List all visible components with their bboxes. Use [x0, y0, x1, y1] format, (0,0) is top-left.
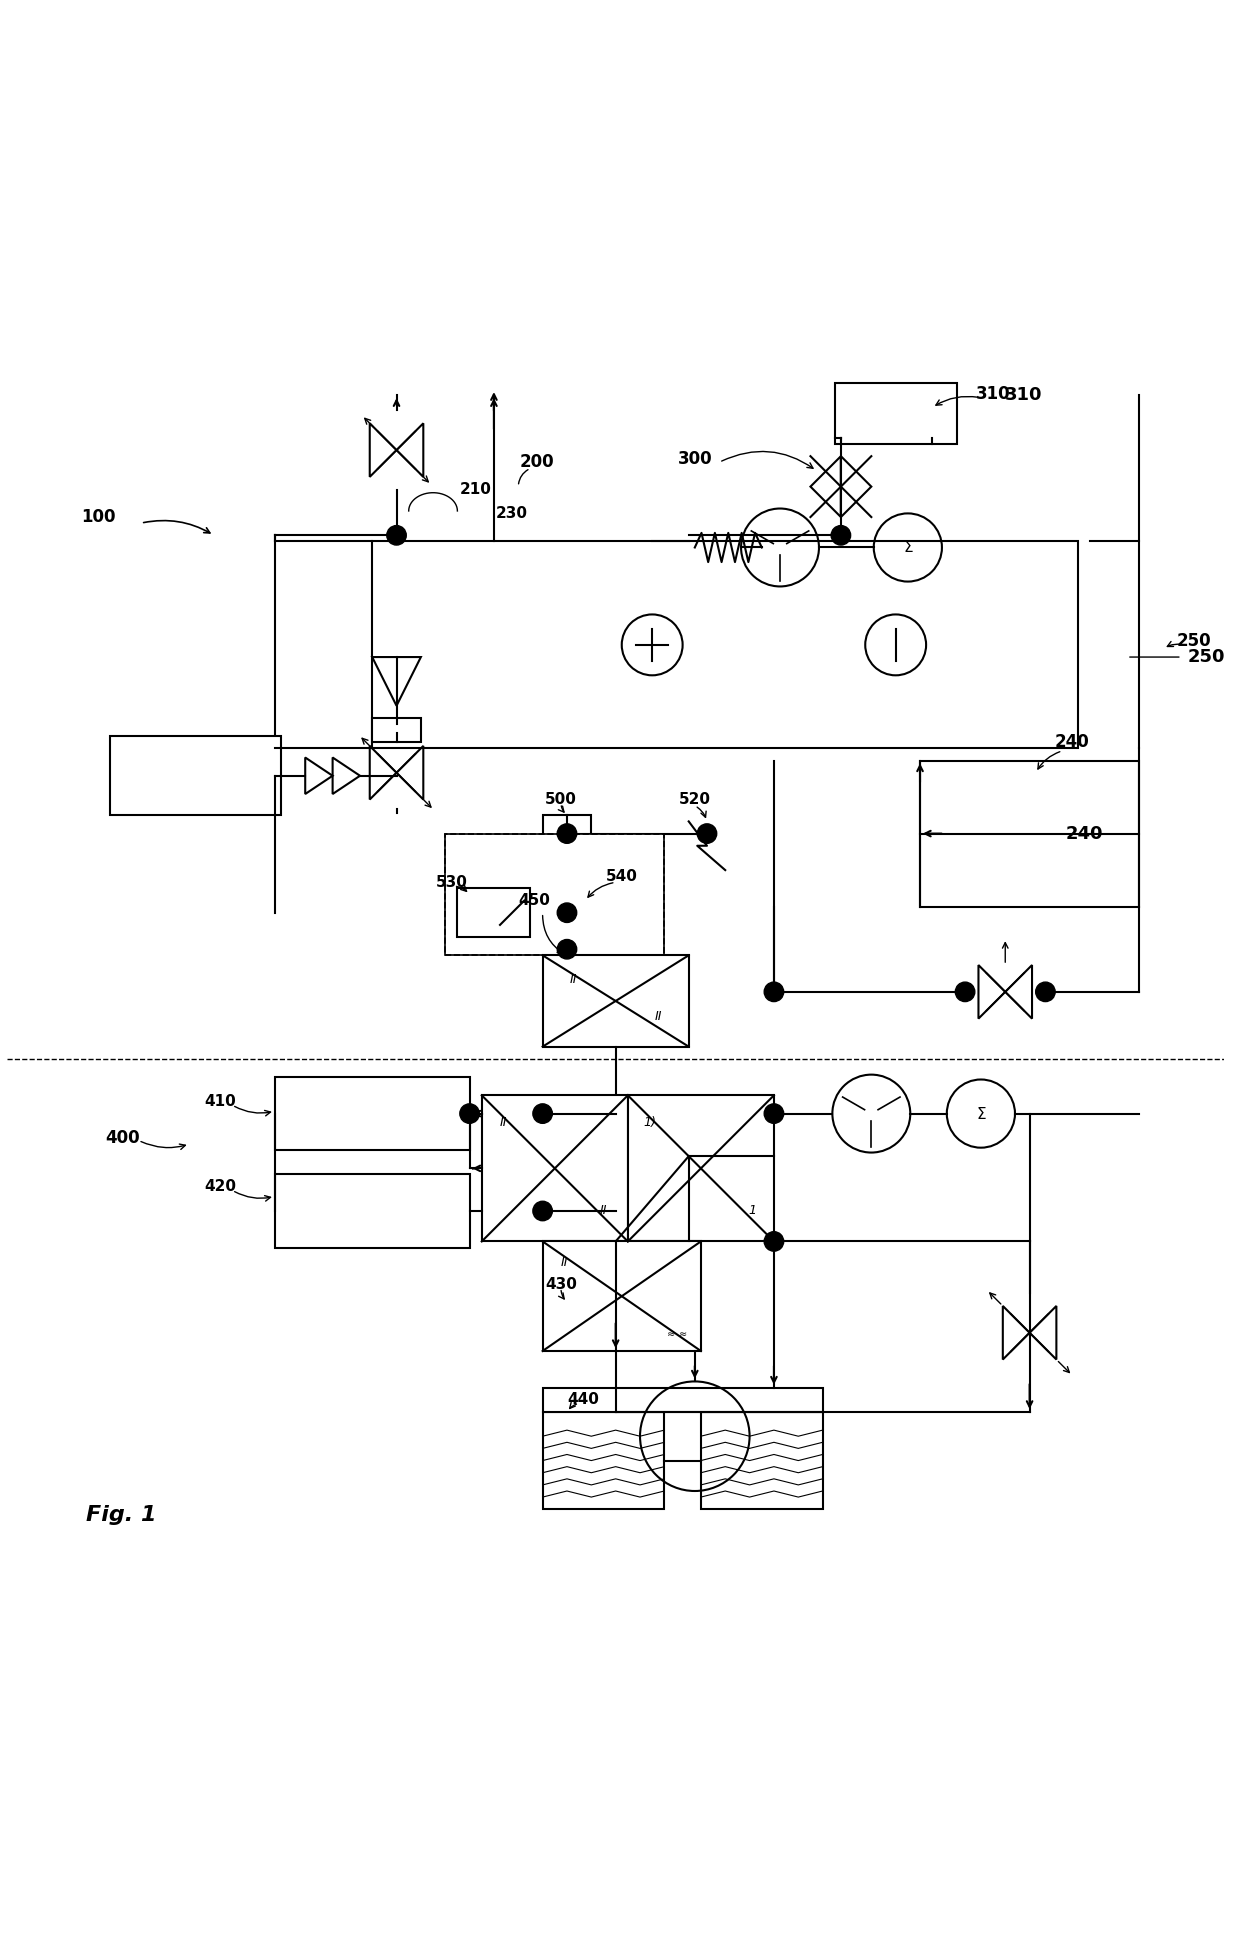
Text: II: II — [560, 1256, 568, 1269]
Bar — [275, 1078, 470, 1149]
Text: 430: 430 — [544, 1277, 577, 1291]
Bar — [372, 718, 420, 743]
Bar — [543, 956, 688, 1047]
Bar — [458, 888, 531, 937]
Bar — [445, 834, 665, 956]
Text: 450: 450 — [518, 894, 551, 908]
Bar — [543, 1242, 701, 1351]
Bar — [701, 1413, 822, 1509]
Bar — [835, 383, 956, 443]
Text: 250: 250 — [1177, 633, 1211, 650]
Text: 250: 250 — [1188, 648, 1225, 666]
Text: II: II — [569, 973, 577, 987]
Bar — [627, 1095, 774, 1242]
Circle shape — [764, 1233, 784, 1252]
Text: 520: 520 — [678, 791, 711, 807]
Circle shape — [764, 1103, 784, 1124]
Bar — [543, 815, 591, 851]
Text: 100: 100 — [81, 509, 115, 526]
Circle shape — [557, 940, 577, 960]
Text: 240: 240 — [1055, 733, 1090, 751]
Text: 540: 540 — [606, 869, 637, 884]
Text: 300: 300 — [677, 449, 712, 468]
Circle shape — [764, 983, 784, 1002]
Circle shape — [955, 983, 975, 1002]
Text: II: II — [655, 1010, 662, 1024]
Text: $\approx\approx$: $\approx\approx$ — [665, 1327, 688, 1337]
Circle shape — [1035, 983, 1055, 1002]
Circle shape — [831, 526, 851, 546]
Bar — [110, 735, 281, 815]
Circle shape — [533, 1202, 552, 1221]
Text: 310: 310 — [976, 385, 1011, 402]
Bar — [372, 542, 1079, 749]
Text: 400: 400 — [105, 1128, 140, 1147]
Text: II: II — [600, 1204, 608, 1217]
Text: $\Sigma$: $\Sigma$ — [976, 1105, 986, 1122]
Bar — [543, 1387, 822, 1413]
Text: II: II — [500, 1116, 507, 1128]
Bar — [920, 760, 1140, 908]
Text: 310: 310 — [1006, 387, 1043, 404]
Circle shape — [533, 1103, 552, 1124]
Circle shape — [697, 824, 717, 844]
Bar — [275, 1175, 470, 1248]
Text: 440: 440 — [567, 1391, 599, 1407]
Bar — [543, 1413, 665, 1509]
Text: 240: 240 — [1066, 824, 1104, 842]
Circle shape — [557, 824, 577, 844]
Text: $\Sigma$: $\Sigma$ — [903, 540, 913, 555]
Text: 530: 530 — [435, 875, 467, 890]
Bar — [445, 834, 665, 956]
Circle shape — [557, 904, 577, 923]
Text: 200: 200 — [520, 453, 554, 472]
Bar — [482, 1095, 627, 1242]
Text: Fig. 1: Fig. 1 — [86, 1505, 156, 1525]
Text: 410: 410 — [205, 1093, 236, 1109]
Circle shape — [460, 1103, 480, 1124]
Circle shape — [387, 526, 407, 546]
Text: 1): 1) — [644, 1116, 656, 1128]
Text: 420: 420 — [205, 1178, 236, 1194]
Text: 500: 500 — [544, 791, 577, 807]
Text: 230: 230 — [496, 505, 528, 521]
Text: 210: 210 — [460, 482, 491, 497]
Text: 1: 1 — [748, 1204, 756, 1217]
